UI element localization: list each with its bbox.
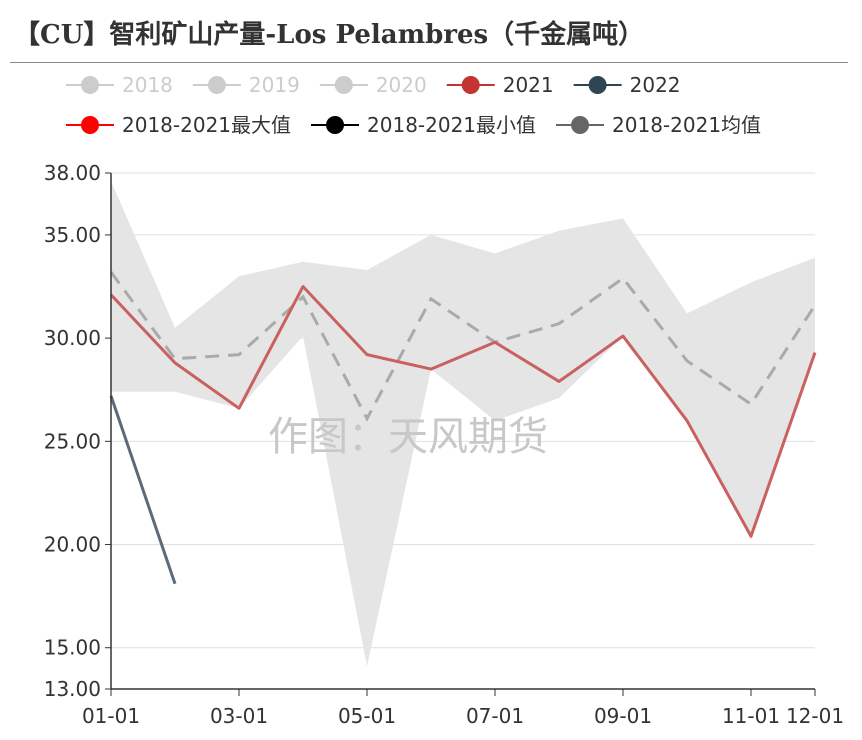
legend-marker [334,76,353,94]
series-lines [109,271,817,585]
legend-item: 2020 [319,73,427,97]
x-tick-label: 05-01 [338,704,396,728]
legend-item: 2019 [192,73,300,97]
legend-label: 2020 [376,73,427,97]
legend-marker [81,76,99,94]
legend-item: 2018-2021最大值 [66,113,291,137]
legend-item: 2018-2021最小值 [311,113,536,137]
x-tick-label: 03-01 [210,704,268,728]
y-tick-label: 25.00 [44,429,101,453]
legend-item: 2022 [573,73,681,97]
series-line-2022 [109,395,177,585]
legend-label: 2021 [503,73,554,97]
legend-marker [81,116,99,134]
legend-label: 2018-2021均值 [612,113,761,137]
watermark: 作图：天风期货 [268,414,548,460]
legend-label: 2019 [249,73,300,97]
x-tick-label: 01-01 [82,704,140,728]
watermark-text: 作图：天风期货 [268,414,548,460]
legend-label: 2018 [122,73,173,97]
legend-marker [571,116,590,134]
y-tick-label: 20.00 [44,533,101,557]
x-tick-label: 12-01 [786,704,844,728]
series-line-2021 [109,285,817,538]
y-tick-label: 35.00 [44,223,101,247]
y-tick-label: 15.00 [44,636,101,660]
y-tick-label: 30.00 [44,326,101,350]
y-tick-label: 38.00 [44,161,101,185]
legend-marker [461,76,480,94]
legend-label: 2022 [630,73,681,97]
legend-item: 2018-2021均值 [556,113,761,137]
range-band [111,181,815,667]
legend-marker [326,116,345,134]
title-divider [10,62,848,63]
range-band-area [111,181,815,667]
chart-title: 【CU】智利矿山产量-Los Pelambres（千金属吨） [14,20,645,50]
legend-marker [588,76,607,94]
series-line-average [109,271,817,422]
legend-label: 2018-2021最小值 [367,113,536,137]
legend-item: 2018 [66,73,173,97]
axes: 13.00 15.00 20.00 25.00 30.00 35.00 38.00 01-01… [44,161,844,728]
legend-item: 2021 [446,73,554,97]
y-tick-label: 13.00 [44,677,101,701]
legend-label: 2018-2021最大值 [122,113,291,137]
x-tick-label: 07-01 [466,704,524,728]
x-tick-label: 09-01 [594,704,652,728]
legend-marker [207,76,226,94]
x-tick-label: 11-01 [722,704,780,728]
legend: 2018 2019 2020 2021 2022 2018-2021最大值 2018-202… [66,73,761,137]
